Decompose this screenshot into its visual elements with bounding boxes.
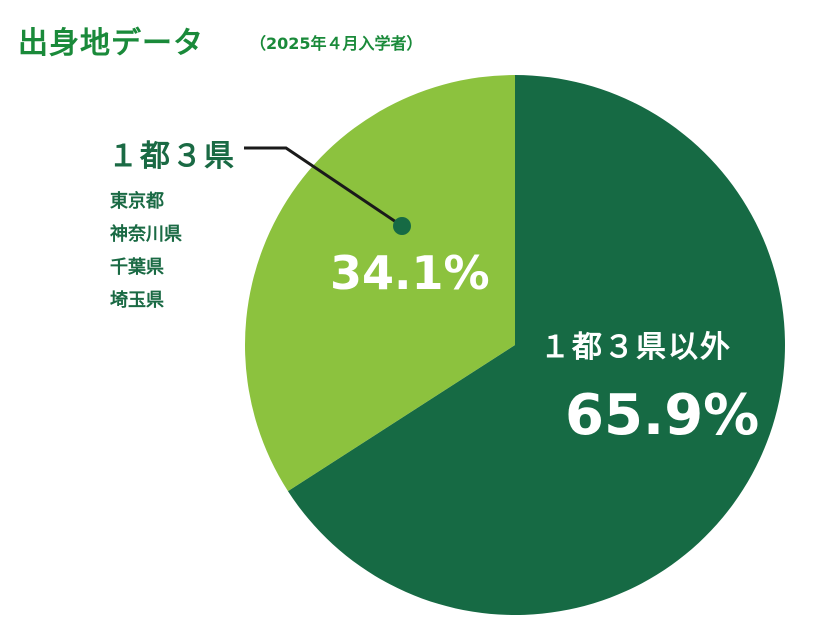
slice-value-outside-metro: 65.9% bbox=[565, 383, 760, 448]
leader-dot bbox=[393, 217, 411, 235]
prefecture-item: 神奈川県 bbox=[110, 224, 182, 245]
pie-slice-outside-metro bbox=[287, 75, 785, 615]
prefecture-item: 千葉県 bbox=[110, 257, 164, 278]
slice-value-metro: 34.1% bbox=[330, 246, 490, 300]
prefecture-item: 埼玉県 bbox=[110, 290, 164, 311]
slice-label-metro: １都３県 bbox=[108, 139, 236, 174]
prefecture-item: 東京都 bbox=[110, 191, 164, 212]
chart-subtitle: （2025年４月入学者） bbox=[250, 34, 423, 53]
slice-label-outside-metro: １都３県以外 bbox=[540, 330, 732, 365]
chart-title: 出身地データ bbox=[18, 26, 204, 61]
pie-slice-metro bbox=[244, 75, 515, 492]
metro-prefecture-list: 東京都 神奈川県 千葉県 埼玉県 bbox=[110, 185, 182, 317]
leader-line bbox=[244, 146, 403, 228]
